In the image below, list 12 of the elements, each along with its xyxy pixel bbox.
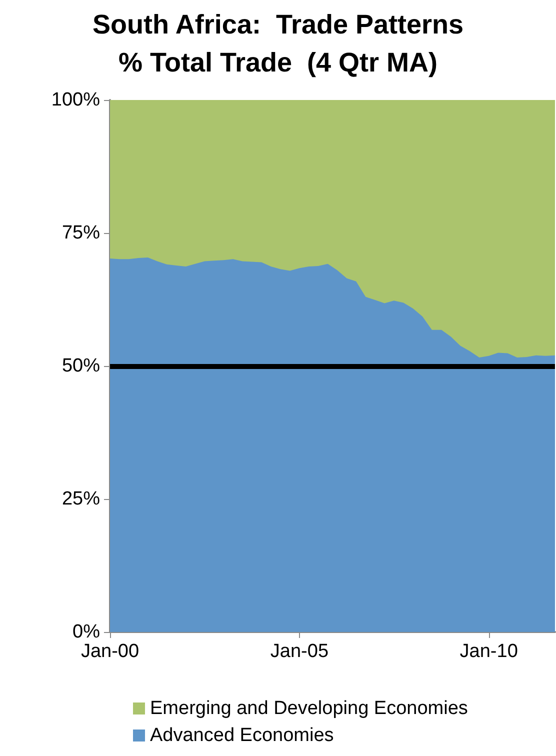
chart-subtitle: % Total Trade (4 Qtr MA) xyxy=(118,48,438,78)
x-tick-label: Jan-10 xyxy=(460,641,518,662)
y-tick-label: 0% xyxy=(72,622,100,642)
y-tick-label: 25% xyxy=(62,488,100,510)
legend-label: Emerging and Developing Economies xyxy=(150,698,468,719)
x-tick-label: Jan-05 xyxy=(270,641,329,662)
y-tick-label: 50% xyxy=(62,356,100,376)
y-tick-label: 75% xyxy=(62,222,100,244)
legend-label: Advanced Economies xyxy=(150,725,334,746)
chart-title: South Africa: Trade Patterns xyxy=(92,10,464,40)
x-tick-label: Jan-00 xyxy=(80,641,140,662)
y-tick-label: 100% xyxy=(51,90,100,110)
